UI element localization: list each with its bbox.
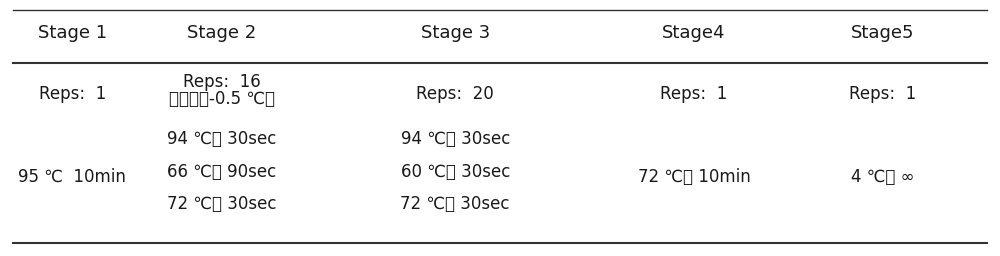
- Text: Reps:  20: Reps: 20: [416, 85, 494, 103]
- Text: 94 ℃， 30sec: 94 ℃， 30sec: [401, 130, 510, 148]
- Text: Reps:  1: Reps: 1: [660, 85, 728, 103]
- Text: Stage 2: Stage 2: [187, 24, 256, 42]
- Text: Stage4: Stage4: [662, 24, 726, 42]
- Text: Reps:  1: Reps: 1: [849, 85, 916, 103]
- Text: 每循环（-0.5 ℃）: 每循环（-0.5 ℃）: [169, 90, 275, 108]
- Text: 72 ℃， 30sec: 72 ℃， 30sec: [400, 195, 510, 214]
- Text: 95 ℃  10min: 95 ℃ 10min: [18, 168, 126, 186]
- Text: 72 ℃， 30sec: 72 ℃， 30sec: [167, 195, 276, 214]
- Text: 4 ℃， ∞: 4 ℃， ∞: [851, 168, 915, 186]
- Text: Stage 1: Stage 1: [38, 24, 107, 42]
- Text: Stage5: Stage5: [851, 24, 915, 42]
- Text: Reps:  1: Reps: 1: [39, 85, 106, 103]
- Text: Stage 3: Stage 3: [421, 24, 490, 42]
- Text: Reps:  16: Reps: 16: [183, 73, 260, 91]
- Text: 94 ℃， 30sec: 94 ℃， 30sec: [167, 130, 276, 148]
- Text: 72 ℃， 10min: 72 ℃， 10min: [638, 168, 750, 186]
- Text: 60 ℃， 30sec: 60 ℃， 30sec: [401, 163, 510, 181]
- Text: 66 ℃， 90sec: 66 ℃， 90sec: [167, 163, 276, 181]
